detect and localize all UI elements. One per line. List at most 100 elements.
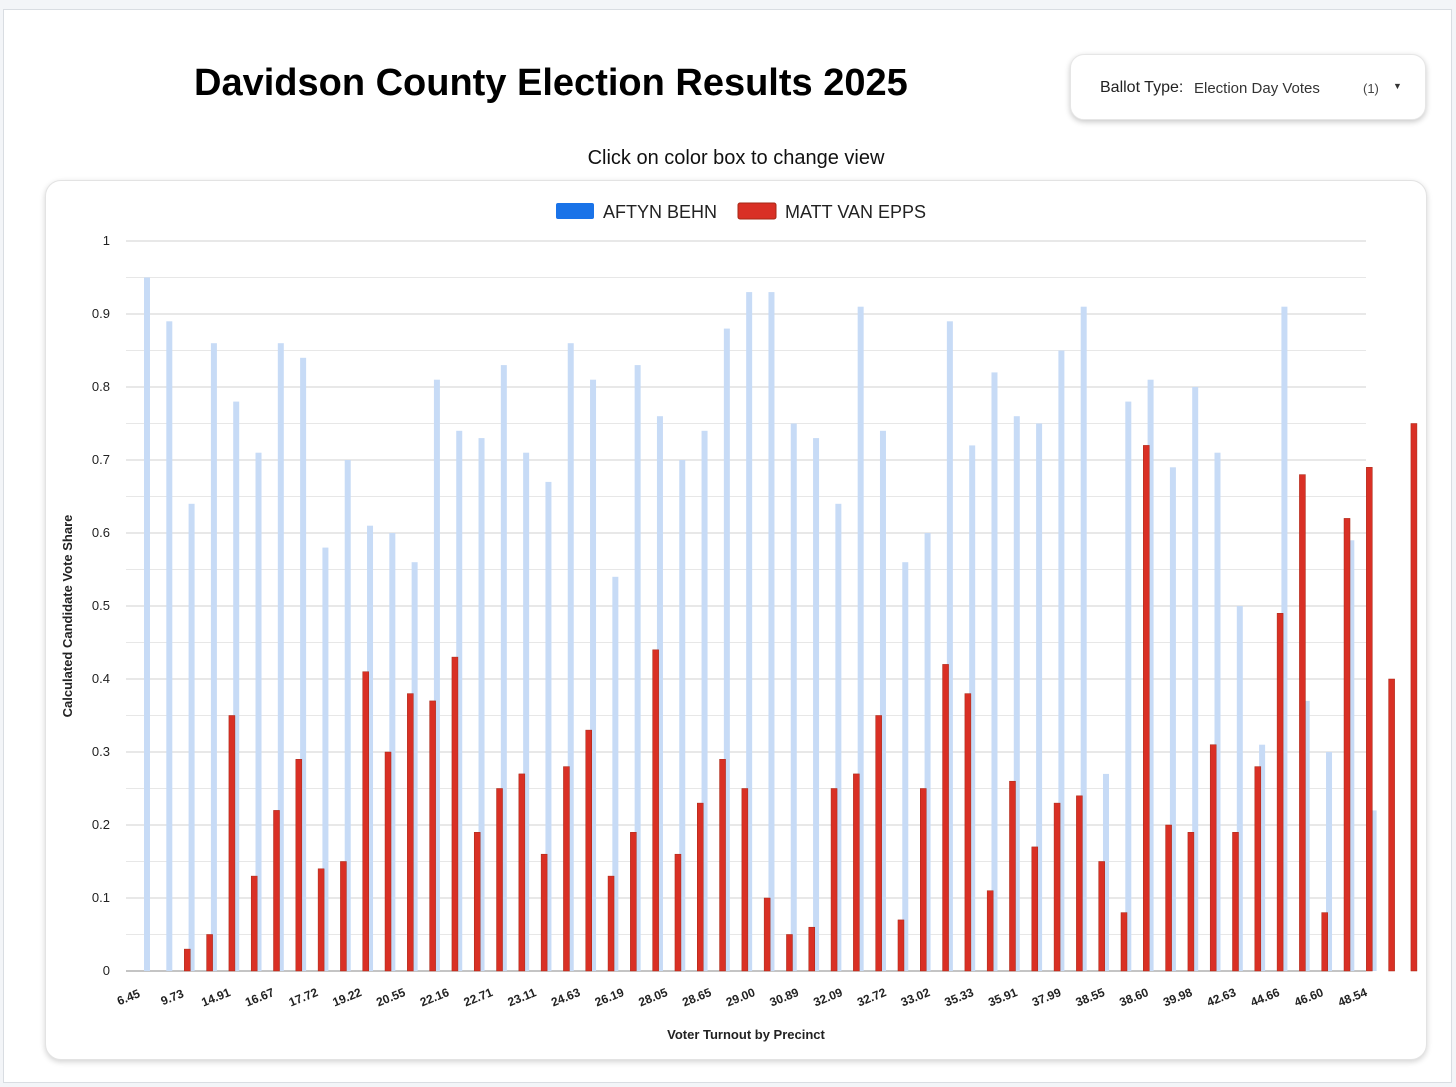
bar-matt-van-epps[interactable] [964, 693, 972, 972]
bar-aftyn-behn[interactable] [545, 481, 552, 971]
bar-aftyn-behn[interactable] [924, 533, 931, 971]
bar-matt-van-epps[interactable] [1031, 846, 1039, 972]
bar-matt-van-epps[interactable] [1187, 832, 1195, 972]
bar-aftyn-behn[interactable] [612, 576, 619, 971]
bar-aftyn-behn[interactable] [746, 292, 753, 972]
bar-matt-van-epps[interactable] [1388, 678, 1395, 972]
bar-aftyn-behn[interactable] [1281, 306, 1288, 971]
bar-aftyn-behn[interactable] [478, 438, 485, 972]
bar-aftyn-behn[interactable] [768, 292, 775, 972]
bar-aftyn-behn[interactable] [344, 460, 351, 971]
bar-aftyn-behn[interactable] [433, 379, 440, 971]
bar-aftyn-behn[interactable] [634, 365, 641, 972]
legend-swatch-matt-van-epps[interactable] [737, 202, 777, 220]
bar-matt-van-epps[interactable] [1276, 613, 1284, 972]
bar-matt-van-epps[interactable] [317, 868, 325, 972]
bar-matt-van-epps[interactable] [942, 664, 949, 972]
bar-matt-van-epps[interactable] [1098, 861, 1105, 972]
bar-aftyn-behn[interactable] [835, 503, 842, 971]
bar-aftyn-behn[interactable] [1214, 452, 1221, 971]
bar-aftyn-behn[interactable] [1236, 606, 1243, 971]
bar-aftyn-behn[interactable] [166, 321, 173, 971]
bar-matt-van-epps[interactable] [295, 759, 303, 972]
bar-aftyn-behn[interactable] [902, 562, 909, 971]
bar-matt-van-epps[interactable] [1254, 766, 1262, 972]
bar-aftyn-behn[interactable] [300, 357, 307, 971]
bar-matt-van-epps[interactable] [1232, 832, 1239, 972]
legend-label-matt-van-epps[interactable]: MATT VAN EPPS [785, 202, 926, 222]
bar-matt-van-epps[interactable] [1209, 744, 1217, 972]
bar-aftyn-behn[interactable] [389, 533, 396, 971]
bar-aftyn-behn[interactable] [1303, 700, 1310, 971]
bar-aftyn-behn[interactable] [590, 379, 597, 971]
bar-aftyn-behn[interactable] [144, 277, 150, 972]
legend-label-aftyn-behn[interactable]: AFTYN BEHN [603, 202, 717, 222]
bar-matt-van-epps[interactable] [607, 875, 615, 972]
bar-aftyn-behn[interactable] [1058, 350, 1065, 972]
bar-matt-van-epps[interactable] [1343, 518, 1351, 972]
caret-down-icon[interactable]: ▼ [1393, 81, 1402, 91]
bar-matt-van-epps[interactable] [473, 832, 481, 972]
bar-aftyn-behn[interactable] [946, 321, 953, 971]
bar-aftyn-behn[interactable] [188, 503, 195, 971]
bar-aftyn-behn[interactable] [679, 460, 686, 971]
bar-aftyn-behn[interactable] [1036, 423, 1043, 972]
bar-matt-van-epps[interactable] [853, 773, 860, 972]
bar-aftyn-behn[interactable] [456, 430, 463, 971]
bar-matt-van-epps[interactable] [741, 788, 749, 972]
bar-matt-van-epps[interactable] [1299, 474, 1306, 972]
bar-aftyn-behn[interactable] [656, 416, 663, 971]
bar-aftyn-behn[interactable] [1169, 467, 1176, 971]
bar-matt-van-epps[interactable] [1143, 445, 1150, 972]
bar-matt-van-epps[interactable] [1009, 780, 1016, 972]
bar-aftyn-behn[interactable] [411, 562, 418, 971]
bar-matt-van-epps[interactable] [630, 832, 637, 972]
bar-matt-van-epps[interactable] [407, 693, 414, 972]
bar-matt-van-epps[interactable] [1410, 423, 1418, 972]
bar-aftyn-behn[interactable] [723, 328, 730, 972]
bar-aftyn-behn[interactable] [322, 547, 329, 971]
bar-aftyn-behn[interactable] [1080, 306, 1087, 971]
bar-aftyn-behn[interactable] [1102, 773, 1109, 971]
bar-matt-van-epps[interactable] [830, 788, 838, 972]
ballot-type-filter[interactable]: Ballot Type: Election Day Votes (1) ▼ [1070, 54, 1426, 120]
bar-matt-van-epps[interactable] [1053, 802, 1061, 972]
bar-matt-van-epps[interactable] [763, 897, 771, 972]
bar-matt-van-epps[interactable] [920, 788, 927, 972]
bar-matt-van-epps[interactable] [1321, 912, 1328, 972]
bar-aftyn-behn[interactable] [879, 430, 886, 971]
bar-matt-van-epps[interactable] [184, 948, 191, 972]
bar-matt-van-epps[interactable] [362, 671, 369, 972]
bar-matt-van-epps[interactable] [786, 934, 793, 972]
bar-aftyn-behn[interactable] [991, 372, 998, 971]
bar-matt-van-epps[interactable] [897, 919, 905, 972]
bar-matt-van-epps[interactable] [1120, 912, 1128, 972]
bar-aftyn-behn[interactable] [277, 343, 284, 971]
bar-matt-van-epps[interactable] [986, 890, 994, 972]
bar-matt-van-epps[interactable] [384, 751, 392, 972]
bar-matt-van-epps[interactable] [1165, 824, 1172, 972]
bar-matt-van-epps[interactable] [540, 853, 548, 972]
bar-matt-van-epps[interactable] [563, 766, 570, 972]
bar-matt-van-epps[interactable] [719, 759, 726, 972]
bar-aftyn-behn[interactable] [701, 430, 708, 971]
bar-aftyn-behn[interactable] [790, 423, 797, 972]
bar-matt-van-epps[interactable] [228, 715, 236, 972]
bar-matt-van-epps[interactable] [585, 729, 592, 972]
bar-aftyn-behn[interactable] [567, 343, 574, 971]
bar-matt-van-epps[interactable] [674, 853, 682, 972]
bar-aftyn-behn[interactable] [1259, 744, 1266, 971]
bar-aftyn-behn[interactable] [1370, 810, 1377, 971]
bar-matt-van-epps[interactable] [1366, 467, 1373, 972]
bar-matt-van-epps[interactable] [496, 788, 503, 972]
bar-aftyn-behn[interactable] [1147, 379, 1154, 971]
bar-matt-van-epps[interactable] [429, 700, 436, 972]
bar-aftyn-behn[interactable] [1348, 540, 1355, 971]
bar-matt-van-epps[interactable] [273, 810, 280, 972]
bar-aftyn-behn[interactable] [857, 306, 864, 971]
bar-aftyn-behn[interactable] [500, 365, 507, 972]
bar-matt-van-epps[interactable] [1076, 795, 1083, 972]
bar-aftyn-behn[interactable] [813, 438, 820, 972]
bar-matt-van-epps[interactable] [206, 934, 213, 972]
bar-aftyn-behn[interactable] [255, 452, 262, 971]
